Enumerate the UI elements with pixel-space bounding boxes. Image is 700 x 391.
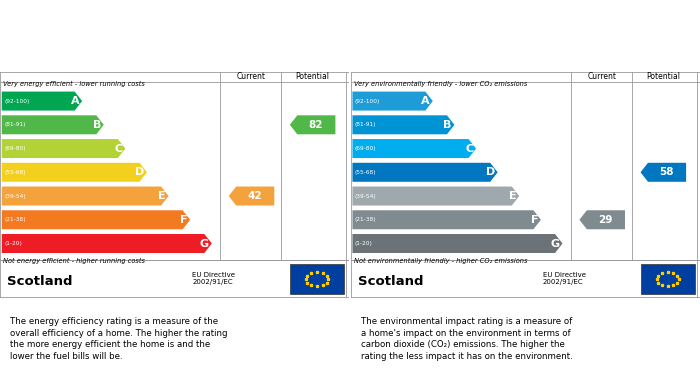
Text: Scotland: Scotland [358,274,424,287]
Text: Potential: Potential [646,72,680,81]
Polygon shape [352,210,541,229]
Polygon shape [1,210,190,229]
Text: (39-54): (39-54) [355,194,377,199]
Polygon shape [580,210,625,229]
Polygon shape [290,115,335,134]
FancyBboxPatch shape [290,264,344,294]
Text: 82: 82 [309,120,323,130]
Text: (1-20): (1-20) [4,241,22,246]
Text: G: G [200,239,209,249]
Text: (81-91): (81-91) [355,122,377,127]
Text: Energy Efficiency Rating: Energy Efficiency Rating [8,28,192,41]
Text: (69-80): (69-80) [4,146,26,151]
Text: (1-20): (1-20) [355,241,373,246]
Polygon shape [1,139,125,158]
Text: C: C [114,143,122,154]
Text: Not environmentally friendly - higher CO₂ emissions: Not environmentally friendly - higher CO… [354,258,528,264]
Polygon shape [640,163,686,182]
Text: (81-91): (81-91) [4,122,26,127]
Text: A: A [71,96,79,106]
Text: D: D [486,167,495,177]
FancyBboxPatch shape [640,264,695,294]
Text: Scotland: Scotland [7,274,73,287]
Polygon shape [1,91,82,111]
Text: The environmental impact rating is a measure of
a home's impact on the environme: The environmental impact rating is a mea… [361,317,573,361]
Polygon shape [352,115,454,134]
Text: EU Directive
2002/91/EC: EU Directive 2002/91/EC [542,272,586,285]
Text: (39-54): (39-54) [4,194,26,199]
Text: 29: 29 [598,215,613,225]
Polygon shape [229,187,274,206]
Text: B: B [443,120,452,130]
Text: Current: Current [588,72,617,81]
Text: F: F [180,215,188,225]
Polygon shape [352,139,476,158]
Text: G: G [551,239,560,249]
Text: (92-100): (92-100) [4,99,29,104]
Text: C: C [465,143,473,154]
Text: (92-100): (92-100) [355,99,380,104]
Text: (21-38): (21-38) [4,217,26,222]
Text: (69-80): (69-80) [355,146,377,151]
Polygon shape [1,234,212,253]
Polygon shape [1,163,147,182]
Polygon shape [352,187,519,206]
Text: Current: Current [237,72,266,81]
Text: D: D [135,167,144,177]
Text: 42: 42 [248,191,262,201]
Text: The energy efficiency rating is a measure of the
overall efficiency of a home. T: The energy efficiency rating is a measur… [10,317,228,361]
Text: Potential: Potential [295,72,330,81]
Text: EU Directive
2002/91/EC: EU Directive 2002/91/EC [192,272,235,285]
Polygon shape [352,234,563,253]
Text: B: B [92,120,101,130]
Text: Environmental Impact (CO₂) Rating: Environmental Impact (CO₂) Rating [359,28,622,41]
Text: (21-38): (21-38) [355,217,377,222]
Text: E: E [158,191,166,201]
Polygon shape [1,187,169,206]
Text: (55-68): (55-68) [4,170,26,175]
Text: A: A [421,96,430,106]
Polygon shape [1,115,104,134]
Polygon shape [352,163,498,182]
Text: E: E [509,191,517,201]
Text: 58: 58 [659,167,674,177]
Text: Very energy efficient - lower running costs: Very energy efficient - lower running co… [4,81,146,87]
Text: Very environmentally friendly - lower CO₂ emissions: Very environmentally friendly - lower CO… [354,81,528,87]
Text: (55-68): (55-68) [355,170,377,175]
Text: Not energy efficient - higher running costs: Not energy efficient - higher running co… [4,258,146,264]
Polygon shape [352,91,433,111]
Text: F: F [531,215,538,225]
